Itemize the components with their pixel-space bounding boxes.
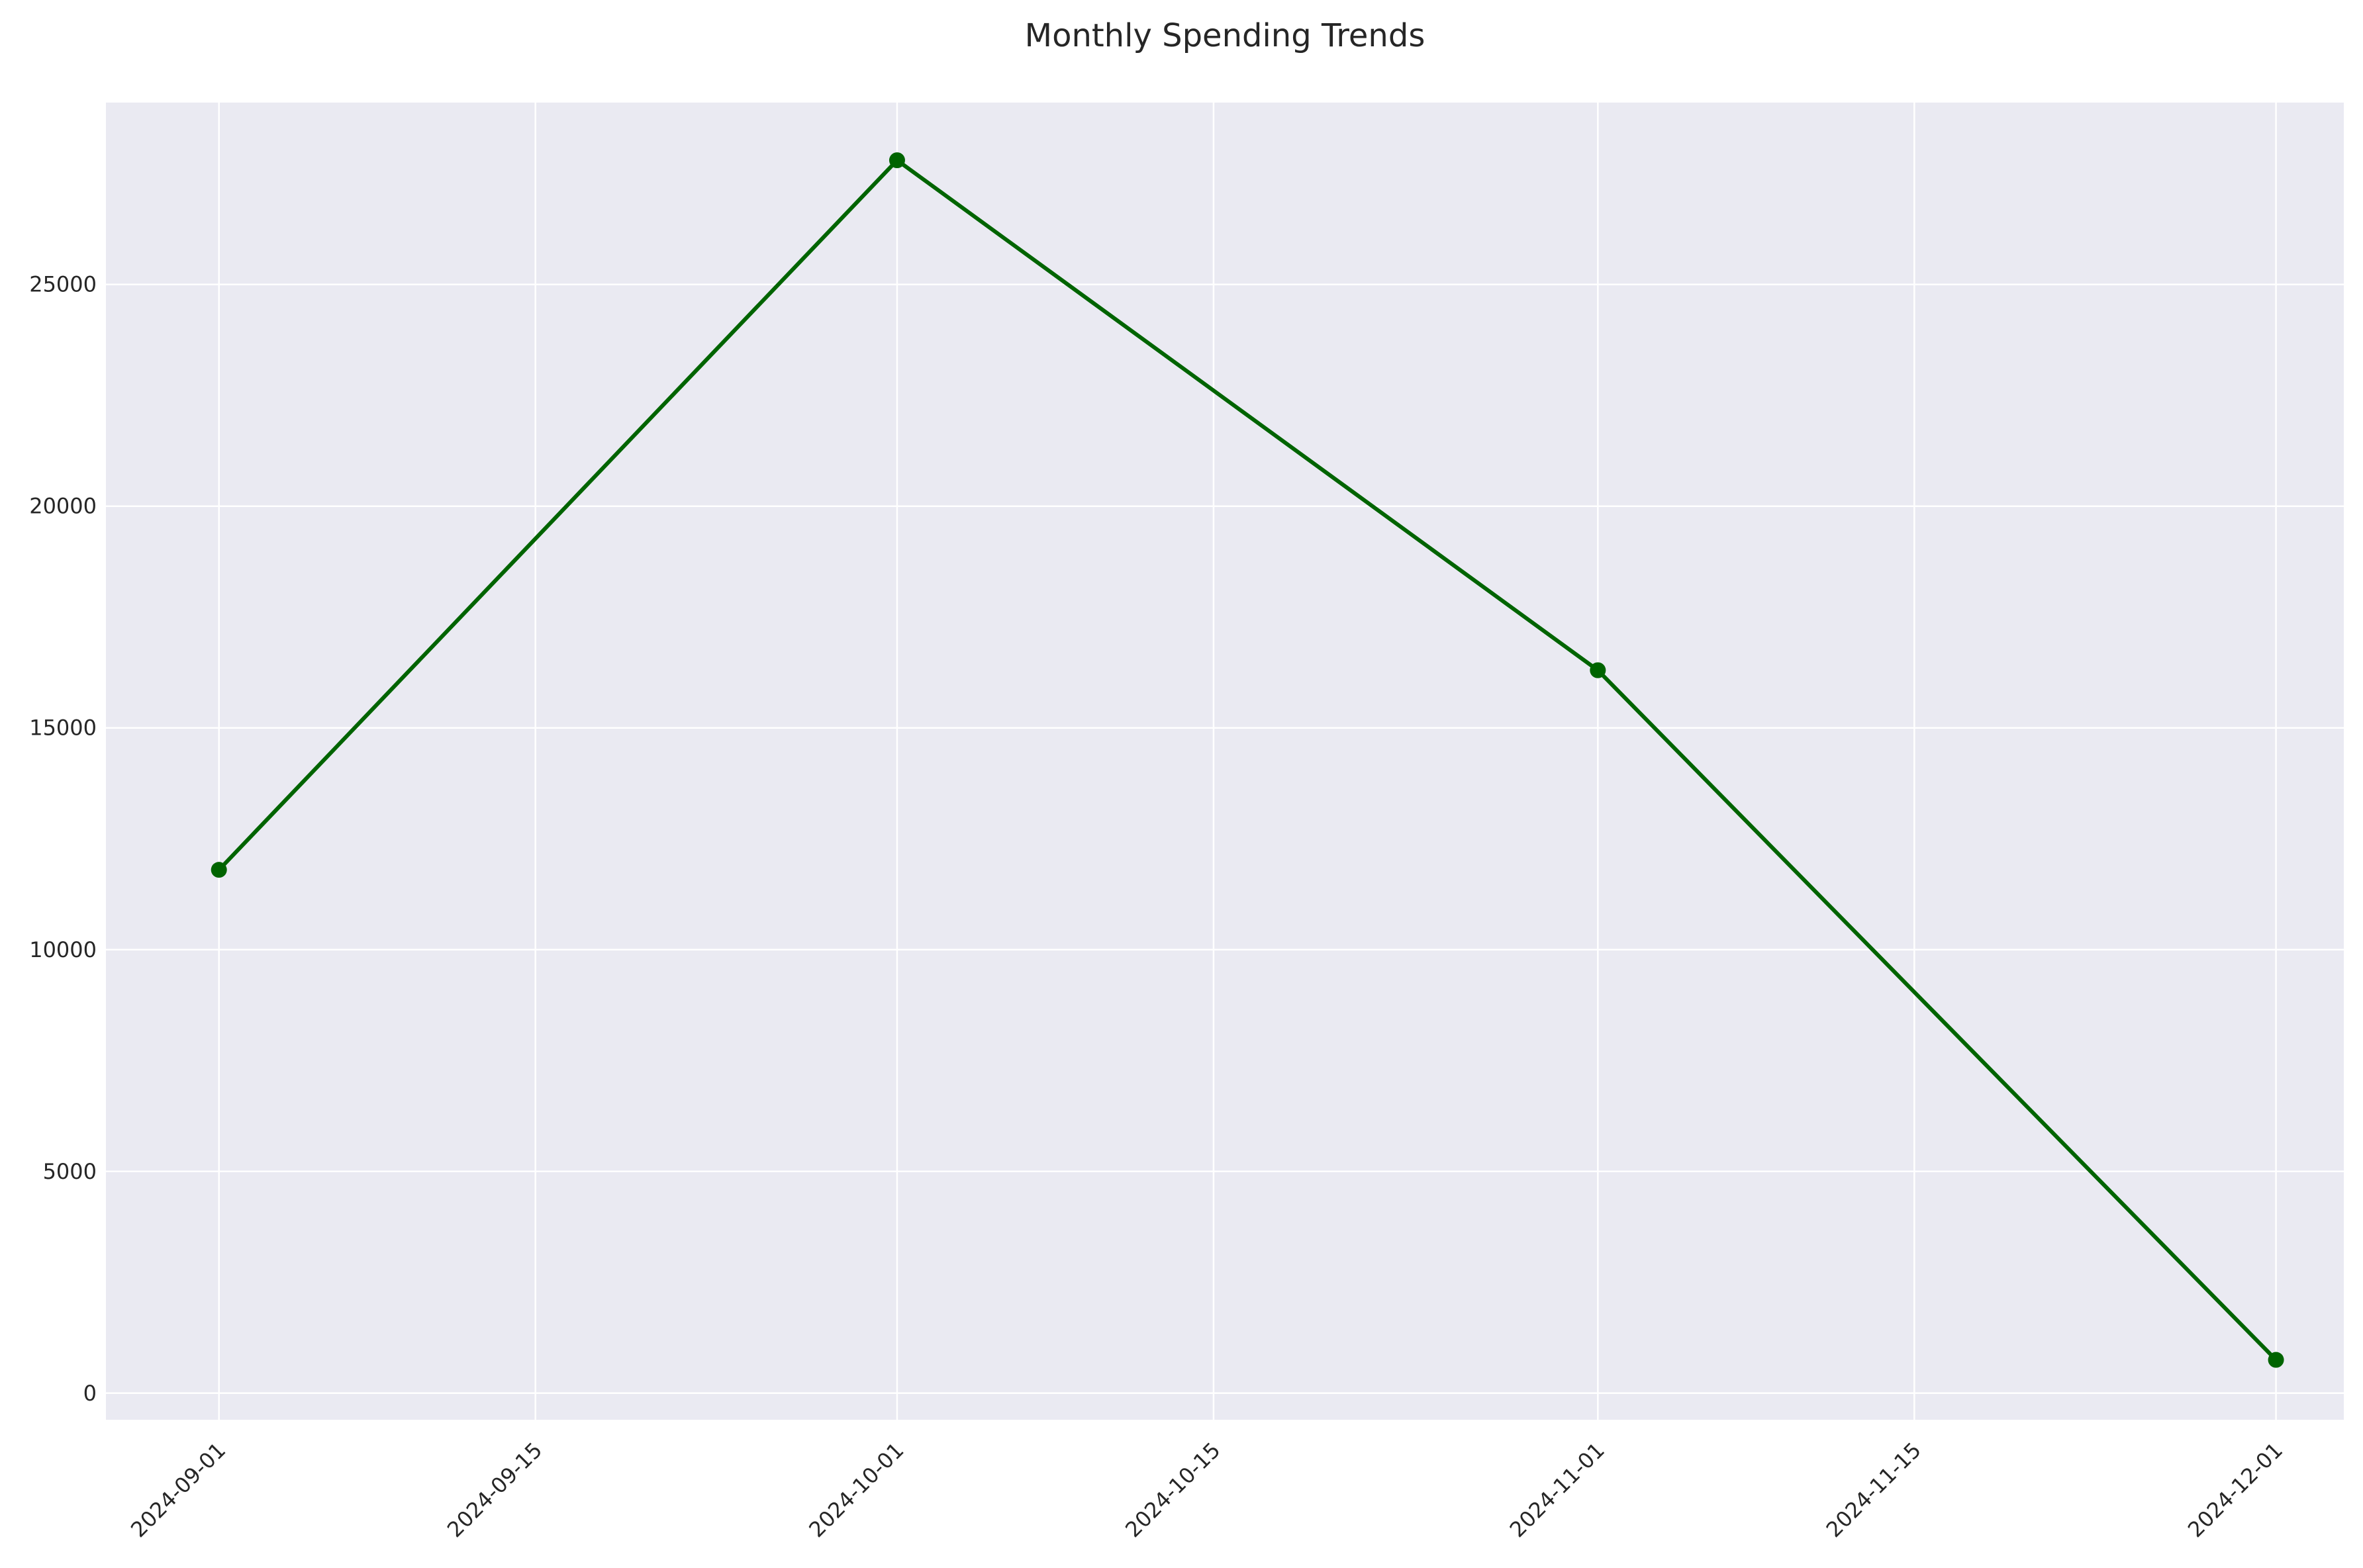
chart-title: Monthly Spending Trends (1025, 17, 1425, 54)
data-point (1590, 662, 1606, 678)
y-tick-label: 5000 (43, 1159, 97, 1184)
y-tick-label: 15000 (29, 715, 97, 741)
data-point (211, 862, 227, 878)
series-line (217, 158, 2278, 1362)
y-tick-label: 10000 (29, 937, 97, 962)
data-point (889, 152, 905, 169)
plot-area (106, 103, 2344, 1420)
x-tick-label: 2024-11-15 (1821, 1438, 1926, 1542)
x-tick-label: 2024-11-01 (1505, 1438, 1610, 1542)
y-axis-ticks: 0 5000 10000 15000 20000 25000 (29, 272, 97, 1406)
x-tick-label: 2024-09-01 (126, 1438, 230, 1542)
y-tick-label: 25000 (29, 272, 97, 297)
x-tick-label: 2024-10-15 (1120, 1438, 1225, 1542)
x-tick-label: 2024-10-01 (804, 1438, 908, 1542)
data-point (2268, 1352, 2284, 1368)
y-tick-label: 20000 (29, 494, 97, 519)
y-tick-label: 0 (83, 1381, 97, 1406)
x-tick-label: 2024-09-15 (442, 1438, 547, 1542)
x-tick-label: 2024-12-01 (2183, 1438, 2288, 1542)
series-layer (211, 152, 2284, 1368)
x-axis-ticks: 2024-09-01 2024-09-15 2024-10-01 2024-10-15… (126, 1438, 2288, 1542)
grid-lines (106, 103, 2344, 1420)
